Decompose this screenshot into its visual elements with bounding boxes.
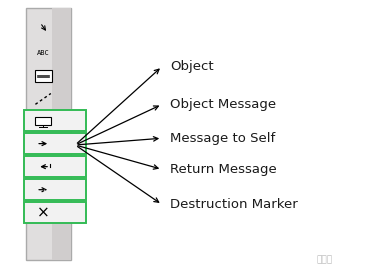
Bar [24,179,86,200]
Text: ×: × [37,205,49,220]
Bar [24,156,86,177]
Text: ABC: ABC [37,50,49,56]
Bar [24,202,86,223]
Text: Destruction Marker: Destruction Marker [170,198,298,211]
Bar [36,117,51,125]
Bar [35,70,52,82]
Bar [24,133,86,154]
Text: Message to Self: Message to Self [170,132,275,145]
Text: Object: Object [170,60,213,73]
Bar [26,8,71,260]
Bar [24,110,86,131]
Text: Return Message: Return Message [170,163,277,176]
Bar [52,8,71,260]
Text: Object Message: Object Message [170,98,276,111]
Text: 亿速云: 亿速云 [316,256,332,265]
